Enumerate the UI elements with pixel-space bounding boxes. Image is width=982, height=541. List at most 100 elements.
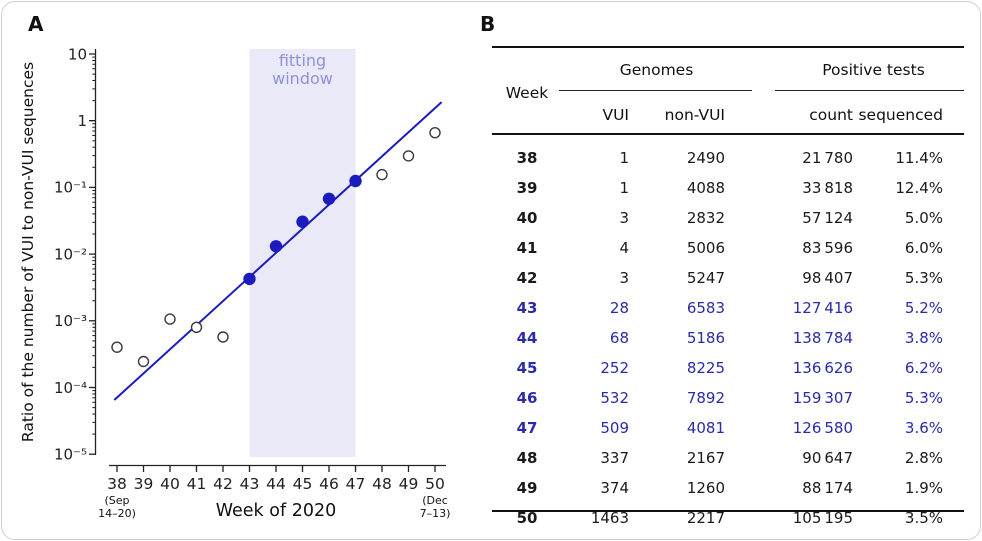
col-header-sequenced: sequenced — [858, 105, 944, 124]
x-last-tick-note: 7–13) — [420, 507, 451, 520]
col-header-non-vui: non-VUI — [664, 105, 726, 124]
genome-table-body: 38 1 2490 21 780 11.4% 39 1 4088 33 818 12.4% 40 3 2… — [492, 137, 964, 533]
cell-vui: 68 — [609, 329, 629, 347]
cell-nonvui: 4081 — [686, 419, 726, 437]
panel-b-label: B — [480, 12, 496, 36]
data-point-open — [190, 321, 203, 333]
x-tick-label: 40 — [160, 475, 180, 493]
cell-week: 43 — [516, 299, 538, 317]
table-group-header-row: Week Genomes Positive tests — [492, 48, 964, 102]
genome-table: Week Genomes Positive tests VUI non-VUI … — [492, 46, 964, 527]
y-axis-title: Ratio of the number of VUI to non-VUI se… — [19, 62, 37, 442]
table-row: 39 1 4088 33 818 12.4% — [492, 173, 964, 203]
x-tick-label: 48 — [372, 475, 392, 493]
data-point-open — [164, 313, 176, 325]
cell-vui: 4 — [619, 239, 629, 257]
table-row: 42 3 5247 98 407 5.3% — [492, 263, 964, 293]
cell-vui: 509 — [600, 419, 629, 437]
x-first-tick-note: 14–20) — [98, 507, 136, 520]
y-tick-label: 10⁻³ — [54, 312, 87, 330]
cell-week: 39 — [516, 179, 538, 197]
col-header-vui: VUI — [602, 105, 629, 124]
y-tick-label: 10 — [68, 45, 87, 63]
col-group-genomes: Genomes — [619, 61, 694, 79]
cell-seq: 5.3% — [904, 269, 944, 287]
data-point-open — [376, 168, 388, 181]
cell-vui: 374 — [600, 479, 629, 497]
table-row: 41 4 5006 83 596 6.0% — [492, 233, 964, 263]
cell-nonvui: 4088 — [686, 179, 726, 197]
cell-seq: 3.8% — [904, 329, 944, 347]
data-point-filled — [296, 215, 309, 228]
table-row: 45 252 8225 136 626 6.2% — [492, 353, 964, 383]
col-header-count: count — [809, 105, 854, 124]
col-header-week: Week — [505, 83, 549, 102]
x-tick-label: 43 — [240, 475, 260, 493]
x-axis-title: Week of 2020 — [216, 501, 336, 521]
cell-week: 50 — [516, 509, 538, 527]
fitting-window-region — [249, 49, 356, 457]
x-tick-label: 41 — [187, 475, 207, 493]
cell-vui: 3 — [619, 209, 629, 227]
table-row: 48 337 2167 90 647 2.8% — [492, 443, 964, 473]
cell-week: 45 — [516, 359, 538, 377]
cell-vui: 28 — [609, 299, 629, 317]
cell-week: 41 — [516, 239, 538, 257]
table-row: 43 28 6583 127 416 5.2% — [492, 293, 964, 323]
x-tick-label: 42 — [213, 475, 233, 493]
cell-week: 48 — [516, 449, 538, 467]
cell-vui: 252 — [600, 359, 629, 377]
cell-week: 49 — [516, 479, 538, 497]
cell-seq: 5.0% — [904, 209, 944, 227]
table-header-rule — [492, 133, 964, 135]
cell-nonvui: 8225 — [686, 359, 726, 377]
cell-count: 88 174 — [802, 479, 854, 497]
x-tick-label: 50 — [425, 475, 445, 493]
table-row: 46 532 7892 159 307 5.3% — [492, 383, 964, 413]
cell-count: 83 596 — [802, 239, 854, 257]
data-point-filled — [269, 240, 283, 253]
cell-seq: 6.2% — [904, 359, 944, 377]
cell-nonvui: 2832 — [686, 209, 726, 227]
x-tick-label: 45 — [293, 475, 313, 493]
cell-vui: 532 — [600, 389, 629, 407]
cell-count: 98 407 — [802, 269, 854, 287]
cell-count: 136 626 — [792, 359, 854, 377]
cell-seq: 5.3% — [904, 389, 944, 407]
cell-nonvui: 7892 — [686, 389, 726, 407]
cell-nonvui: 5006 — [686, 239, 726, 257]
fitting-window-label: window — [272, 69, 333, 88]
cell-nonvui: 2167 — [686, 449, 726, 467]
data-point-open — [137, 355, 150, 368]
cell-count: 57 124 — [802, 209, 854, 227]
panel-a-label: A — [28, 12, 44, 36]
x-tick-label: 49 — [399, 475, 419, 493]
cell-seq: 12.4% — [895, 179, 944, 197]
table-row: 47 509 4081 126 580 3.6% — [492, 413, 964, 443]
cell-seq: 5.2% — [904, 299, 944, 317]
table-row: 40 3 2832 57 124 5.0% — [492, 203, 964, 233]
cell-week: 40 — [516, 209, 538, 227]
x-first-tick-note: (Sep — [104, 494, 129, 507]
table-row: 50 1463 2217 105 195 3.5% — [492, 503, 964, 533]
y-tick-label: 10⁻² — [54, 245, 87, 263]
y-tick-label: 10⁻⁴ — [54, 379, 87, 397]
cell-seq: 2.8% — [904, 449, 944, 467]
cell-nonvui: 2490 — [686, 149, 726, 167]
cell-count: 127 416 — [792, 299, 854, 317]
cell-nonvui: 5186 — [686, 329, 726, 347]
x-tick-label: 44 — [266, 475, 286, 493]
data-point-filled — [349, 174, 362, 188]
x-last-tick-note: (Dec — [422, 494, 448, 507]
data-point-filled — [243, 272, 256, 286]
cell-seq: 11.4% — [895, 149, 944, 167]
cell-week: 42 — [516, 269, 538, 287]
cell-count: 90 647 — [802, 449, 854, 467]
table-row: 49 374 1260 88 174 1.9% — [492, 473, 964, 503]
cell-count: 21 780 — [802, 149, 854, 167]
cell-week: 38 — [516, 149, 538, 167]
cell-count: 126 580 — [792, 419, 854, 437]
y-tick-label: 10⁻⁵ — [54, 446, 87, 464]
